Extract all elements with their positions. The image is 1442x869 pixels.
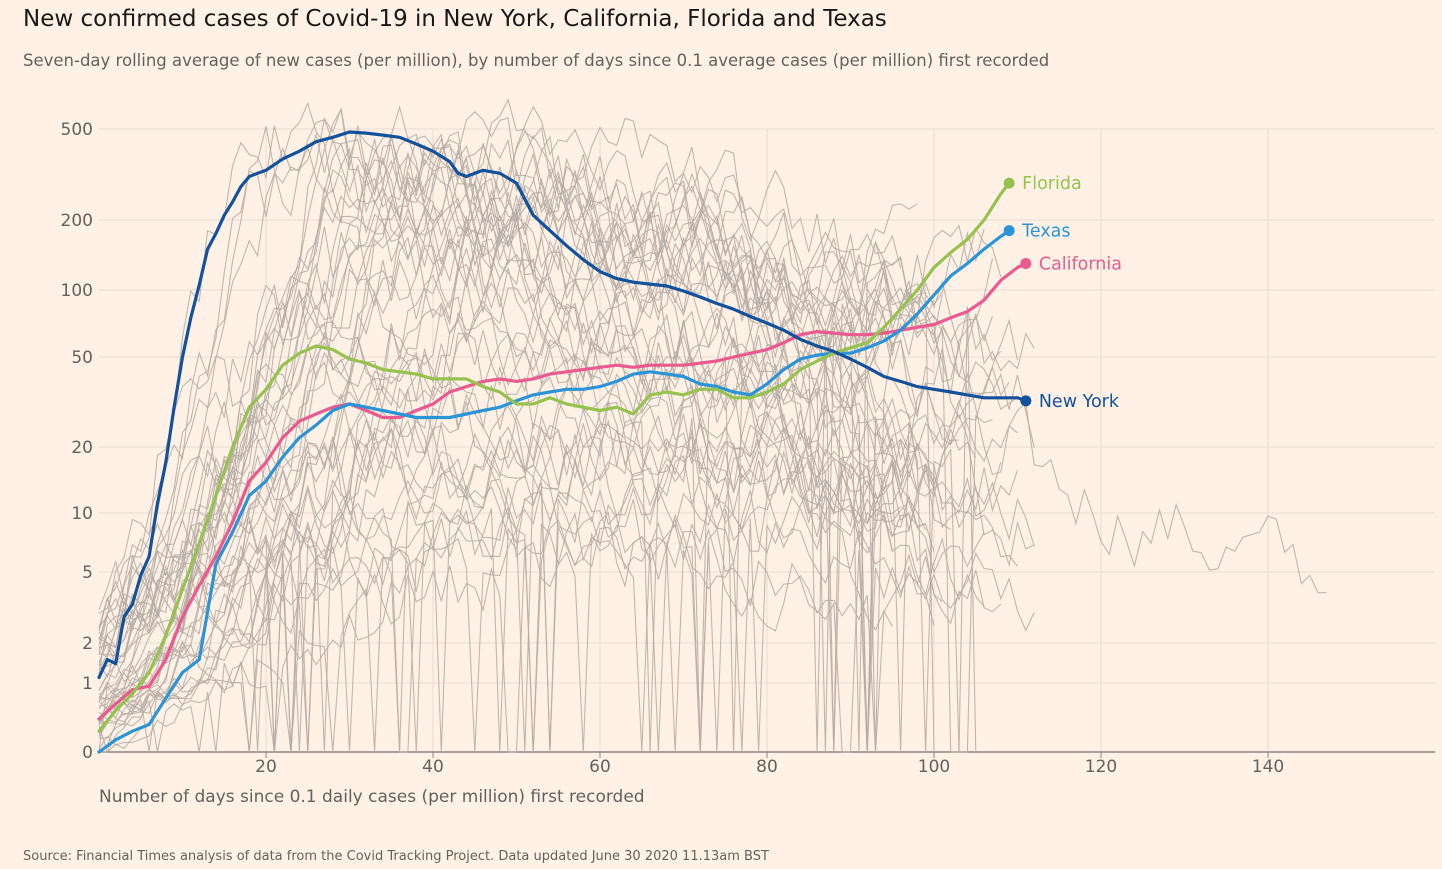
other-state-line (98, 302, 1035, 664)
series-label-new-york: New York (1039, 392, 1120, 412)
other-state-line (98, 300, 926, 725)
other-state-line (98, 323, 935, 628)
y-tick-label: 0 (82, 743, 93, 763)
other-state-line (98, 185, 943, 725)
series-label-california: California (1039, 255, 1122, 275)
y-tick-label: 200 (61, 211, 93, 231)
other-state-line (98, 403, 993, 753)
chart-subtitle: Seven-day rolling average of new cases (… (23, 51, 1050, 70)
x-tick-label: 40 (422, 757, 444, 777)
other-state-line (98, 299, 935, 632)
other-state-line (98, 151, 1018, 618)
series-label-texas: Texas (1021, 222, 1070, 242)
chart-title: New confirmed cases of Covid-19 in New Y… (23, 6, 887, 32)
y-tick-label: 10 (71, 504, 93, 524)
x-tick-label: 140 (1252, 757, 1284, 777)
other-state-line (98, 101, 985, 674)
other-state-line (98, 118, 893, 691)
other-state-line (98, 98, 960, 659)
other-state-line (98, 131, 1010, 703)
series-line-florida (97, 181, 1011, 733)
x-tick-label: 80 (756, 757, 778, 777)
other-state-line (99, 196, 1035, 753)
end-dot-florida (1003, 177, 1015, 189)
y-tick-label: 500 (61, 120, 93, 140)
other-state-line (98, 204, 1002, 737)
highlighted-states-lines (97, 130, 1028, 754)
x-tick-label: 20 (255, 757, 277, 777)
other-state-line (98, 139, 943, 630)
x-tick-label: 100 (918, 757, 950, 777)
other-states-lines (98, 98, 1327, 754)
y-tick-label: 2 (82, 634, 93, 654)
x-axis-label: Number of days since 0.1 daily cases (pe… (99, 787, 645, 807)
y-tick-label: 1 (82, 674, 93, 694)
other-state-line (98, 111, 1035, 700)
end-dot-new-york (1020, 395, 1032, 407)
y-tick-label: 5 (82, 563, 93, 583)
y-tick-label: 50 (71, 348, 93, 368)
series-line-new-york (97, 130, 1028, 680)
series-label-florida: Florida (1022, 174, 1082, 194)
other-state-line (98, 426, 985, 710)
y-tick-label: 100 (61, 281, 93, 301)
x-tick-label: 120 (1085, 757, 1117, 777)
series-line-texas (97, 229, 1011, 754)
y-tick-label: 20 (71, 438, 93, 458)
other-state-line (98, 177, 1035, 696)
other-state-line (98, 233, 902, 735)
other-state-line (98, 216, 910, 707)
other-state-line (98, 408, 1019, 670)
series-end-labels: Florida Texas California New York (1003, 174, 1122, 412)
end-dot-california (1020, 258, 1032, 270)
x-tick-label: 60 (589, 757, 611, 777)
source-note: Source: Financial Times analysis of data… (23, 849, 769, 864)
other-state-line (98, 294, 935, 726)
other-state-line (98, 457, 927, 753)
other-state-line (98, 306, 977, 753)
end-dot-texas (1003, 225, 1015, 237)
